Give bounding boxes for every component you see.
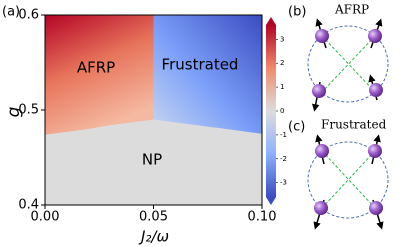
phase-label: NP [142, 151, 162, 169]
colorbar-tick-label: -2 [280, 155, 287, 163]
diagram-frustrated [307, 134, 389, 230]
panel-label: (c) [288, 120, 305, 135]
frustrated-region [153, 15, 262, 134]
x-tick-label: 0.10 [248, 210, 277, 225]
diagram-afrp [307, 18, 389, 112]
y-tick-label: 0.6 [18, 8, 39, 23]
x-tick-label: 0.05 [139, 210, 168, 225]
x-axis-label: J₂/ω [138, 228, 169, 246]
colorbar-tick-label: -3 [280, 179, 287, 187]
y-tick-label: 0.4 [18, 198, 39, 213]
diagram-title: AFRP [334, 3, 369, 17]
panel-label: (b) [288, 5, 306, 20]
colorbar-tick-label: -1 [280, 131, 287, 139]
colorbar-tick-label: 1 [280, 83, 284, 91]
afrp-region [45, 15, 154, 135]
colorbar-extend [266, 17, 276, 25]
y-tick-label: 0.5 [18, 103, 39, 118]
colorbar-tick-label: 2 [280, 59, 284, 67]
colorbar [266, 25, 276, 197]
phase-label: Frustrated [162, 56, 239, 74]
diagram-title: Frustrated [321, 118, 387, 132]
colorbar-tick-label: 3 [280, 35, 284, 43]
colorbar-tick-label: 0 [280, 107, 284, 115]
colorbar-extend [266, 197, 276, 205]
phase-label: AFRP [77, 59, 115, 77]
y-axis-label: g [4, 106, 24, 117]
panel-label: (a) [2, 5, 20, 20]
x-tick-label: 0.00 [31, 210, 60, 225]
